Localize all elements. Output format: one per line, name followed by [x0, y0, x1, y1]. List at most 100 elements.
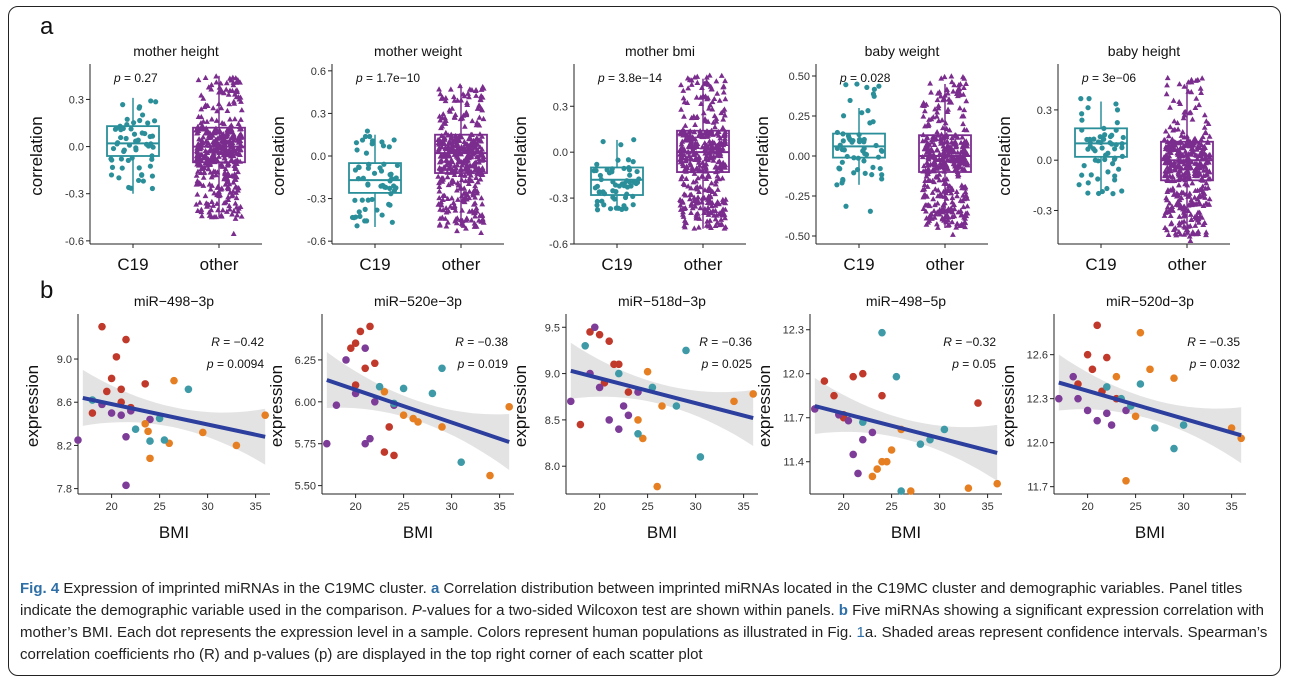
- scatter-panel-2: miR−520e−3p expression BMI 5.50 5.75 6.00 6.25…: [267, 293, 514, 542]
- sample-point: [351, 339, 360, 347]
- box-panel-4: baby weight correlation -0.50 -0.25 0.00 0.25…: [753, 43, 988, 274]
- other-point: [934, 224, 941, 230]
- other-point: [463, 217, 470, 223]
- c19-point: [627, 172, 633, 178]
- other-point: [193, 172, 200, 178]
- c19-point: [357, 213, 363, 219]
- other-point: [211, 156, 217, 163]
- other-point: [705, 118, 711, 124]
- c19-point: [1078, 96, 1084, 102]
- other-point: [471, 223, 478, 229]
- sample-point: [619, 402, 628, 410]
- other-point: [1206, 133, 1213, 139]
- other-point: [207, 186, 214, 192]
- sample-point: [610, 360, 618, 369]
- sample-point: [141, 380, 149, 388]
- other-point: [196, 199, 203, 205]
- y-tick-label: 8.6: [57, 397, 72, 409]
- p-value: = 0.019: [464, 357, 508, 371]
- other-point: [960, 203, 967, 210]
- other-point: [440, 207, 447, 213]
- other-point: [465, 180, 472, 186]
- other-point: [479, 83, 486, 90]
- other-point: [719, 124, 726, 131]
- sample-point: [696, 453, 705, 461]
- sample-point: [457, 458, 466, 466]
- other-point: [213, 172, 219, 178]
- other-point: [464, 161, 470, 168]
- other-point: [705, 171, 712, 178]
- other-point: [463, 110, 470, 116]
- other-point: [1174, 162, 1181, 168]
- c19-point: [594, 202, 600, 208]
- other-point: [941, 154, 948, 160]
- other-point: [709, 199, 716, 206]
- other-point: [687, 139, 694, 145]
- sample-point: [595, 383, 604, 392]
- other-point: [443, 205, 450, 211]
- other-point: [230, 152, 237, 159]
- other-point: [467, 140, 474, 146]
- other-point: [224, 107, 231, 114]
- other-point: [699, 159, 706, 165]
- c19-point: [139, 130, 145, 136]
- caption-text-2: Correlation distribution between imprint…: [20, 580, 1243, 619]
- other-point: [691, 225, 698, 231]
- other-point: [941, 158, 948, 164]
- c19-point: [131, 131, 138, 137]
- other-point: [722, 215, 728, 221]
- other-point: [720, 159, 727, 165]
- box-panel-1: mother height correlation -0.6 -0.3 0.0 0.3 C1…: [27, 43, 262, 274]
- other-point: [705, 209, 712, 215]
- x-tick-label: 25: [885, 501, 897, 513]
- other-point: [201, 103, 208, 110]
- sample-point: [830, 391, 838, 400]
- scatter-panel-4: miR−498−5p expression BMI 11.4 11.7 12.0 12.3 2…: [755, 293, 1002, 542]
- other-point: [238, 98, 244, 104]
- other-point: [949, 218, 956, 225]
- other-point: [1161, 154, 1167, 160]
- c19-point: [1102, 132, 1108, 138]
- c19-point: [148, 98, 154, 104]
- y-axis-label: expression: [755, 365, 774, 447]
- other-point: [476, 212, 483, 218]
- other-point: [932, 201, 938, 208]
- other-point: [957, 197, 964, 203]
- c19-point: [619, 181, 626, 187]
- c19-point: [626, 167, 633, 173]
- other-point: [471, 138, 478, 144]
- c19-point: [356, 209, 362, 215]
- sample-point: [634, 416, 642, 424]
- sample-point: [160, 436, 169, 444]
- sample-point: [1074, 394, 1082, 403]
- c19-point: [607, 206, 614, 212]
- x-tick-label-other: other: [1168, 255, 1207, 274]
- other-point: [716, 158, 723, 164]
- other-point: [225, 129, 232, 135]
- other-point: [1181, 218, 1188, 224]
- c19-point: [1119, 145, 1125, 151]
- p-value-label: p = 0.019: [457, 357, 509, 371]
- c19-point: [1095, 158, 1101, 164]
- other-point: [235, 185, 242, 191]
- sample-point: [820, 377, 829, 385]
- other-point: [198, 92, 205, 98]
- other-point: [197, 161, 204, 168]
- sample-point: [658, 402, 666, 410]
- other-point: [477, 138, 484, 144]
- c19-point: [123, 135, 129, 142]
- y-tick-label: 7.8: [57, 484, 72, 496]
- caption-fig-ref[interactable]: 1: [856, 624, 865, 641]
- other-point: [960, 84, 967, 90]
- other-point: [678, 81, 684, 88]
- other-point: [1202, 163, 1209, 169]
- c19-point: [151, 118, 158, 124]
- other-point: [225, 91, 232, 97]
- other-point: [944, 90, 951, 96]
- other-point: [471, 220, 478, 226]
- c19-point: [839, 159, 845, 165]
- x-tick-label: 20: [105, 501, 117, 513]
- sample-point: [107, 374, 116, 383]
- c19-point: [1079, 117, 1085, 123]
- other-point: [1167, 104, 1173, 110]
